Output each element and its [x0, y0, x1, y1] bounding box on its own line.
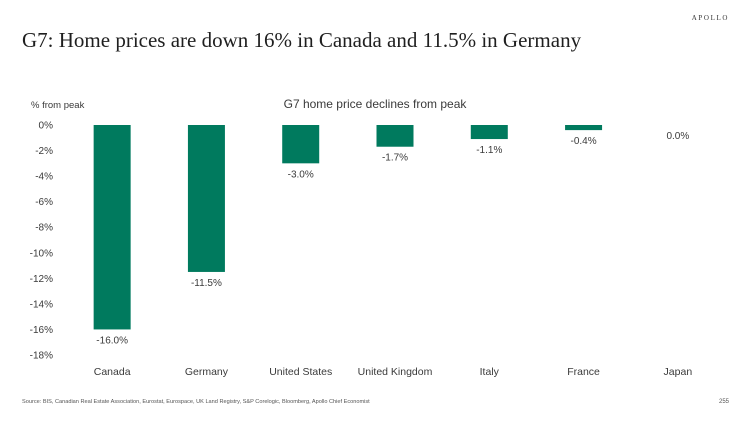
y-tick-label: -12% — [30, 274, 53, 285]
data-label: -0.4% — [571, 136, 597, 147]
bar-united-states — [282, 125, 320, 164]
x-tick-label: Italy — [480, 366, 500, 378]
bar-canada — [93, 125, 131, 330]
y-tick-label: -2% — [35, 146, 53, 157]
bar-france — [565, 125, 603, 131]
y-tick-label: -16% — [30, 325, 53, 336]
data-label: -1.7% — [382, 153, 408, 164]
y-axis-title: % from peak — [31, 100, 85, 111]
source-note: Source: BIS, Canadian Real Estate Associ… — [22, 399, 370, 405]
x-tick-label: Germany — [185, 366, 229, 378]
brand-logo: APOLLO — [691, 14, 729, 22]
page-number: 255 — [718, 399, 729, 405]
bar-germany — [187, 125, 225, 272]
bar-united-kingdom — [376, 125, 414, 147]
chart-title: G7 home price declines from peak — [284, 97, 468, 111]
data-label: 0.0% — [666, 131, 689, 142]
x-tick-label: Japan — [664, 366, 693, 378]
y-tick-label: -8% — [35, 223, 53, 234]
y-tick-label: -10% — [30, 248, 53, 259]
x-tick-label: United Kingdom — [358, 366, 433, 378]
data-label: -16.0% — [96, 335, 128, 346]
y-tick-label: -14% — [30, 299, 53, 310]
y-tick-label: -6% — [35, 197, 53, 208]
x-tick-label: France — [567, 366, 600, 378]
y-tick-label: -4% — [35, 172, 53, 183]
bar-italy — [470, 125, 508, 140]
y-tick-label: 0% — [39, 121, 54, 132]
x-tick-label: United States — [269, 366, 332, 378]
page-title: G7: Home prices are down 16% in Canada a… — [22, 28, 582, 52]
data-label: -11.5% — [191, 278, 222, 289]
x-tick-label: Canada — [94, 366, 131, 378]
data-label: -3.0% — [288, 169, 314, 180]
data-label: -1.1% — [476, 145, 502, 156]
y-tick-label: -18% — [30, 351, 53, 362]
